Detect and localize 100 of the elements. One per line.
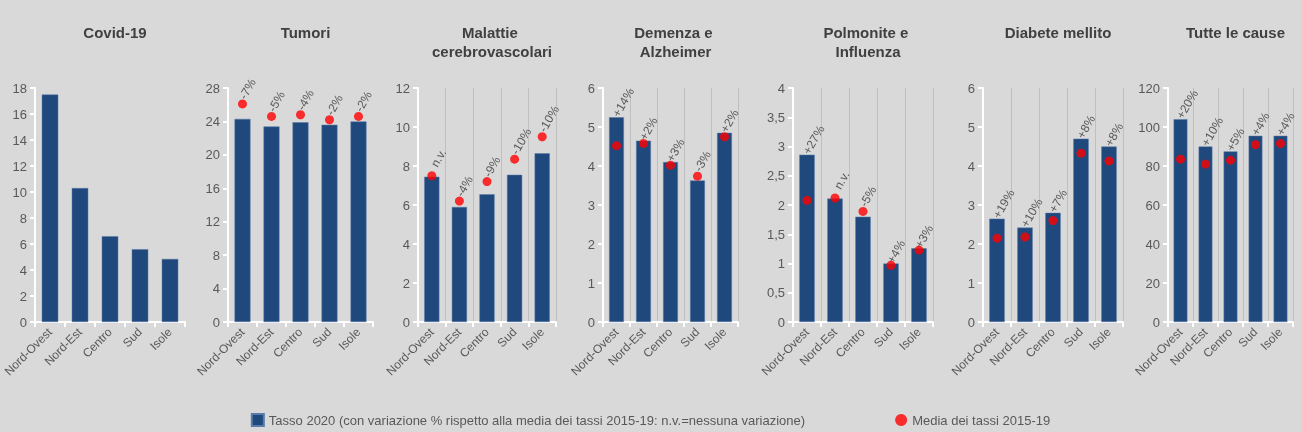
bar — [989, 218, 1005, 322]
bar — [161, 258, 179, 322]
y-tick-label: 0 — [1152, 314, 1160, 330]
point — [537, 132, 547, 142]
point — [267, 111, 276, 121]
bar — [855, 216, 871, 322]
bar — [1198, 146, 1213, 322]
bar — [609, 117, 624, 322]
bar — [799, 154, 815, 322]
y-tick-label: 6 — [967, 80, 975, 96]
point — [1276, 139, 1285, 149]
bar — [534, 153, 550, 322]
bar — [479, 194, 495, 322]
bar — [131, 249, 149, 322]
x-tick-label: Sud — [870, 325, 896, 351]
legend-label: Media dei tassi 2015-19 — [912, 412, 1051, 428]
y-tick-label: 12 — [395, 80, 410, 96]
point — [238, 99, 247, 109]
y-tick-label: 14 — [12, 132, 27, 148]
legend-label: Tasso 2020 (con variazione % rispetto alla media dei tassi 2015-19: n.v.=nessuna variazione) — [268, 412, 806, 428]
y-tick-label: 40 — [1145, 236, 1160, 252]
annotation: -4% — [453, 173, 477, 199]
y-tick-label: 3,5 — [766, 109, 785, 125]
y-tick-label: 0 — [587, 314, 595, 330]
point — [639, 138, 648, 148]
y-tick-label: 16 — [205, 180, 220, 196]
point — [454, 196, 464, 206]
y-tick-label: 6 — [402, 197, 410, 213]
y-tick-label: 20 — [205, 147, 220, 163]
y-tick-label: 10 — [395, 119, 410, 135]
bar — [1017, 227, 1033, 322]
bar — [1173, 119, 1188, 322]
point — [666, 160, 675, 170]
y-tick-label: 120 — [1138, 80, 1160, 96]
y-tick-label: 0 — [402, 314, 410, 330]
bar — [690, 180, 705, 322]
x-tick-label: Sud — [677, 325, 703, 351]
annotation: -9% — [480, 153, 504, 180]
y-tick-label: 1 — [777, 256, 785, 271]
point — [858, 206, 868, 216]
y-tick-label: 100 — [1138, 119, 1160, 135]
y-tick-label: 16 — [12, 106, 27, 122]
bar — [41, 94, 59, 322]
y-tick-label: 1,5 — [766, 226, 785, 242]
y-tick-label: 20 — [1145, 275, 1160, 291]
annotation: -4% — [294, 86, 318, 113]
point — [612, 141, 621, 151]
y-tick-label: 4 — [402, 236, 410, 252]
y-tick-label: 3 — [587, 197, 595, 213]
y-tick-label: 10 — [12, 184, 27, 200]
bar — [663, 162, 678, 322]
bar — [1273, 135, 1288, 322]
y-tick-label: 6 — [587, 80, 595, 96]
point — [1076, 148, 1086, 158]
y-tick-label: 2 — [967, 236, 975, 252]
y-tick-label: 0 — [967, 314, 975, 330]
bar — [883, 263, 899, 322]
y-tick-label: 3 — [777, 139, 785, 154]
chart-title: Tutte le cause — [1186, 24, 1285, 41]
bar — [911, 248, 927, 322]
annotation: -3% — [691, 148, 715, 175]
annotation: -2% — [352, 88, 376, 115]
point — [693, 171, 702, 181]
y-tick-label: 28 — [205, 80, 220, 96]
bar — [1045, 212, 1061, 322]
chart-title: Covid-19 — [83, 24, 147, 41]
y-tick-label: 6 — [19, 236, 27, 252]
point — [1176, 154, 1185, 164]
point — [1104, 156, 1114, 166]
point — [802, 195, 812, 205]
bar — [451, 206, 467, 322]
y-tick-label: 2 — [402, 275, 410, 291]
bar — [507, 174, 523, 322]
bar — [717, 132, 732, 322]
annotation: n.v. — [427, 146, 450, 170]
point — [1226, 155, 1235, 165]
bar — [71, 188, 89, 322]
x-tick-label: Sud — [494, 325, 520, 351]
point — [427, 171, 437, 181]
y-tick-label: 5 — [967, 119, 975, 135]
point — [1020, 232, 1030, 242]
bar — [1073, 138, 1089, 322]
chart-title: Diabete mellito — [1004, 24, 1112, 41]
bar — [636, 140, 651, 322]
x-tick-label: Sud — [309, 325, 335, 351]
chart-title: Demenza e Alzheimer — [634, 24, 717, 60]
x-tick-label: Sud — [1060, 325, 1086, 351]
chart-title: Tumori — [280, 24, 331, 41]
y-tick-label: 8 — [212, 247, 220, 263]
y-tick-label: 4 — [212, 281, 220, 297]
y-tick-label: 8 — [402, 158, 410, 174]
x-tick-label: Sud — [1235, 325, 1261, 351]
y-tick-label: 0 — [19, 314, 27, 330]
y-tick-label: 80 — [1145, 158, 1160, 174]
y-tick-label: 12 — [12, 158, 27, 174]
bar — [1223, 151, 1238, 322]
point — [992, 233, 1002, 243]
bar — [827, 198, 843, 322]
point — [325, 115, 334, 125]
y-tick-label: 0 — [212, 314, 220, 330]
